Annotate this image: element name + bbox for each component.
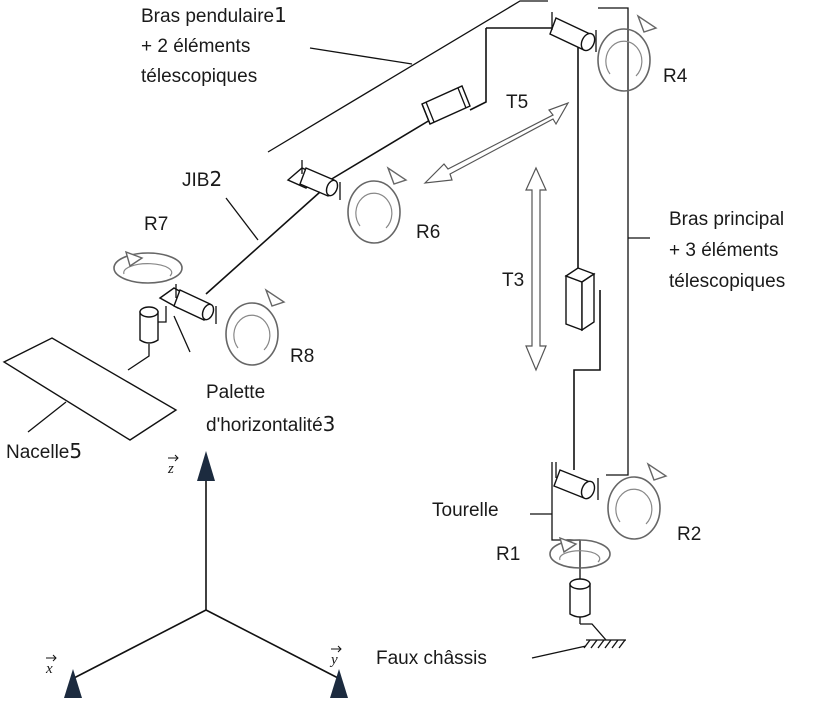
t5-label: T5: [506, 92, 528, 113]
bras-pendulaire-mechanism: [2, 27, 552, 441]
z-axis-arrowhead: [197, 451, 215, 481]
rotation-r7-icon: [113, 250, 183, 284]
rotation-r8-icon: [225, 288, 286, 366]
jib-label: JIB2: [182, 167, 222, 191]
svg-text:y: y: [329, 652, 338, 668]
y-axis-arrowhead: [330, 669, 348, 698]
bras-principal-line3: télescopiques: [669, 271, 785, 292]
bras-pendulaire-label: Bras pendulaire1: [141, 3, 287, 27]
rotation-r1-icon: [549, 536, 611, 569]
z-axis-label: z: [167, 454, 179, 477]
r1-label: R1: [496, 544, 520, 565]
bras-pendulaire-line3: télescopiques: [141, 66, 257, 87]
faux-chassis-label: Faux châssis: [376, 648, 487, 669]
t3-label: T3: [502, 270, 524, 291]
r7-label: R7: [144, 214, 168, 235]
bras-pendulaire-line2: + 2 éléments: [141, 36, 250, 57]
bras-pendulaire-bracket: [267, 0, 548, 153]
nacelle-label: Nacelle5: [6, 439, 82, 463]
r6-label: R6: [416, 222, 440, 243]
svg-text:z: z: [167, 461, 174, 477]
rotation-r2-icon: [607, 462, 668, 540]
x-axis-label: x: [45, 654, 57, 677]
tourelle-label: Tourelle: [432, 500, 499, 521]
axis-triad: [64, 451, 348, 698]
palette-label: Palette: [206, 382, 265, 403]
r4-label: R4: [663, 66, 688, 87]
bras-principal-line2: + 3 éléments: [669, 240, 778, 261]
bras-principal-mechanism: [530, 12, 626, 649]
y-axis-label: y: [329, 645, 342, 668]
bras-principal-bracket: [598, 7, 650, 476]
r8-label: R8: [290, 346, 314, 367]
palette-line2: d'horizontalité3: [206, 412, 335, 436]
translation-t5-arrow: [423, 101, 570, 184]
rotation-r6-icon: [347, 166, 408, 244]
x-axis-arrowhead: [64, 669, 82, 698]
r2-label: R2: [677, 524, 701, 545]
svg-text:x: x: [45, 661, 53, 677]
bras-principal-label: Bras principal: [669, 209, 784, 230]
rotation-r4-icon: [597, 14, 658, 92]
translation-t3-arrow: [525, 166, 547, 372]
